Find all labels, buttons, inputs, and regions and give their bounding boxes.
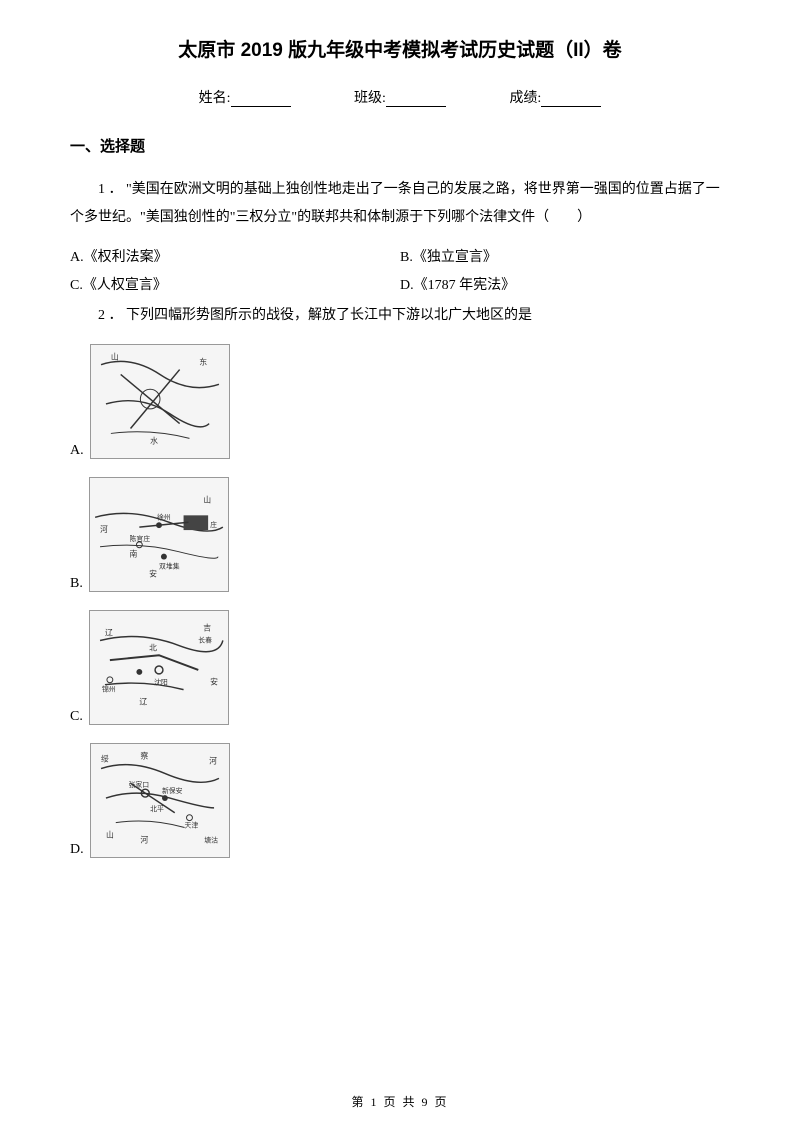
q2-option-a-row[interactable]: A. 山 东 水	[70, 344, 730, 459]
svg-text:山: 山	[203, 495, 211, 505]
class-field: 班级:	[354, 87, 446, 107]
svg-text:双堆集: 双堆集	[159, 561, 180, 570]
q1-number: 1 ．	[98, 182, 123, 197]
map-image-d: 绥 察 河 张家口 新保安 北平 天津 山 河 塘沽	[90, 743, 230, 858]
svg-text:沈阳: 沈阳	[154, 678, 168, 687]
q1-option-d[interactable]: D.《1787 年宪法》	[400, 274, 730, 294]
map-image-a: 山 东 水	[90, 344, 230, 459]
section-header: 一、选择题	[70, 135, 730, 156]
svg-text:徐州: 徐州	[157, 512, 171, 521]
svg-text:天津: 天津	[184, 822, 198, 830]
svg-text:安: 安	[210, 677, 218, 687]
class-label: 班级:	[354, 91, 386, 106]
svg-text:绥: 绥	[101, 754, 109, 764]
q2-option-c-row[interactable]: C. 辽 北 吉 长春 安 沈阳 锦州 辽	[70, 610, 730, 725]
q1-option-a[interactable]: A.《权利法案》	[70, 246, 400, 266]
svg-text:庄: 庄	[210, 520, 217, 529]
svg-text:北平: 北平	[150, 805, 164, 813]
svg-text:安: 安	[149, 568, 157, 578]
q2-text: 下列四幅形势图所示的战役，解放了长江中下游以北广大地区的是	[126, 308, 532, 323]
q1-option-c[interactable]: C.《人权宣言》	[70, 274, 400, 294]
q1-text: "美国在欧洲文明的基础上独创性地走出了一条自己的发展之路，将世界第一强国的位置占…	[70, 182, 720, 225]
svg-text:辽: 辽	[139, 697, 147, 706]
q1-options-row2: C.《人权宣言》 D.《1787 年宪法》	[70, 274, 730, 294]
svg-text:河: 河	[100, 525, 108, 534]
svg-text:新保安: 新保安	[162, 786, 183, 795]
svg-text:水: 水	[150, 435, 158, 445]
map-image-b: 河 南 安 山 徐州 陈官庄 双堆集 庄	[89, 477, 229, 592]
svg-text:陈官庄: 陈官庄	[129, 534, 150, 543]
question-2: 2 ． 下列四幅形势图所示的战役，解放了长江中下游以北广大地区的是	[70, 302, 730, 330]
name-underline[interactable]	[231, 93, 291, 107]
q2-option-d-row[interactable]: D. 绥 察 河 张家口 新保安 北平 天津 山 河 塘沽	[70, 743, 730, 858]
svg-text:南: 南	[129, 549, 137, 559]
svg-text:东: 东	[199, 357, 207, 367]
svg-text:锦州: 锦州	[102, 685, 116, 694]
map-image-c: 辽 北 吉 长春 安 沈阳 锦州 辽	[89, 610, 229, 725]
svg-text:塘沽: 塘沽	[204, 835, 218, 844]
svg-text:河: 河	[209, 757, 217, 766]
name-label: 姓名:	[199, 91, 231, 106]
q2-label-b: B.	[70, 576, 83, 592]
svg-text:山: 山	[106, 829, 114, 839]
class-underline[interactable]	[386, 93, 446, 107]
svg-text:长春: 长春	[198, 635, 212, 644]
score-field: 成绩:	[509, 87, 601, 107]
page-title: 太原市 2019 版九年级中考模拟考试历史试题（II）卷	[70, 35, 730, 62]
q2-label-a: A.	[70, 443, 84, 459]
q1-option-b[interactable]: B.《独立宣言》	[400, 246, 730, 266]
page-footer: 第 1 页 共 9 页	[0, 1093, 800, 1110]
name-field: 姓名:	[199, 87, 291, 107]
svg-text:山: 山	[110, 352, 118, 362]
svg-text:察: 察	[140, 751, 148, 761]
q2-option-b-row[interactable]: B. 河 南 安 山 徐州 陈官庄 双堆集 庄	[70, 477, 730, 592]
q2-number: 2 ．	[98, 308, 123, 323]
svg-text:北: 北	[149, 643, 157, 652]
question-1: 1 ． "美国在欧洲文明的基础上独创性地走出了一条自己的发展之路，将世界第一强国…	[70, 176, 730, 232]
svg-text:辽: 辽	[105, 629, 113, 638]
student-info-row: 姓名: 班级: 成绩:	[70, 87, 730, 107]
svg-text:张家口: 张家口	[128, 780, 149, 789]
svg-text:河: 河	[140, 835, 148, 844]
q1-options-row1: A.《权利法案》 B.《独立宣言》	[70, 246, 730, 266]
score-label: 成绩:	[509, 91, 541, 106]
score-underline[interactable]	[541, 93, 601, 107]
q2-label-c: C.	[70, 709, 83, 725]
svg-text:吉: 吉	[203, 624, 211, 633]
q2-label-d: D.	[70, 842, 84, 858]
